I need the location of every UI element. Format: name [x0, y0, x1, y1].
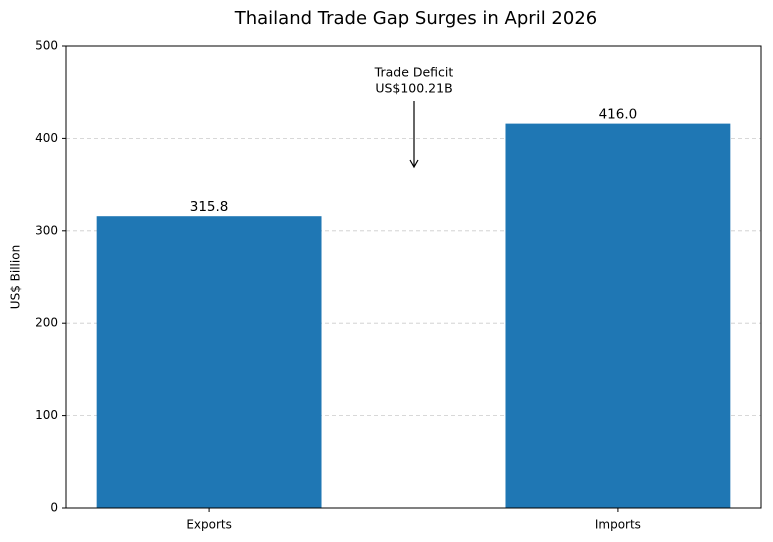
annotation-text: Trade Deficit — [374, 65, 454, 80]
plot-frame — [65, 45, 762, 509]
y-tick-label: 400 — [35, 131, 58, 145]
y-axis-label: US$ Billion — [9, 245, 23, 309]
x-tick-label: Exports — [186, 518, 232, 532]
value-label: 416.0 — [599, 107, 638, 123]
y-tick-label: 0 — [50, 501, 58, 515]
value-label: 315.8 — [190, 199, 229, 215]
y-tick-label: 200 — [35, 316, 58, 330]
annotation-arrowhead — [409, 159, 419, 169]
bar — [96, 216, 322, 508]
x-tick-label: Imports — [595, 518, 641, 532]
y-tick-label: 300 — [35, 223, 58, 237]
y-tick-label: 100 — [35, 408, 58, 422]
chart-title: Thailand Trade Gap Surges in April 2026 — [234, 8, 597, 29]
annotation-text: US$100.21B — [375, 81, 452, 96]
bar — [505, 123, 731, 508]
y-tick-label: 500 — [35, 39, 58, 53]
